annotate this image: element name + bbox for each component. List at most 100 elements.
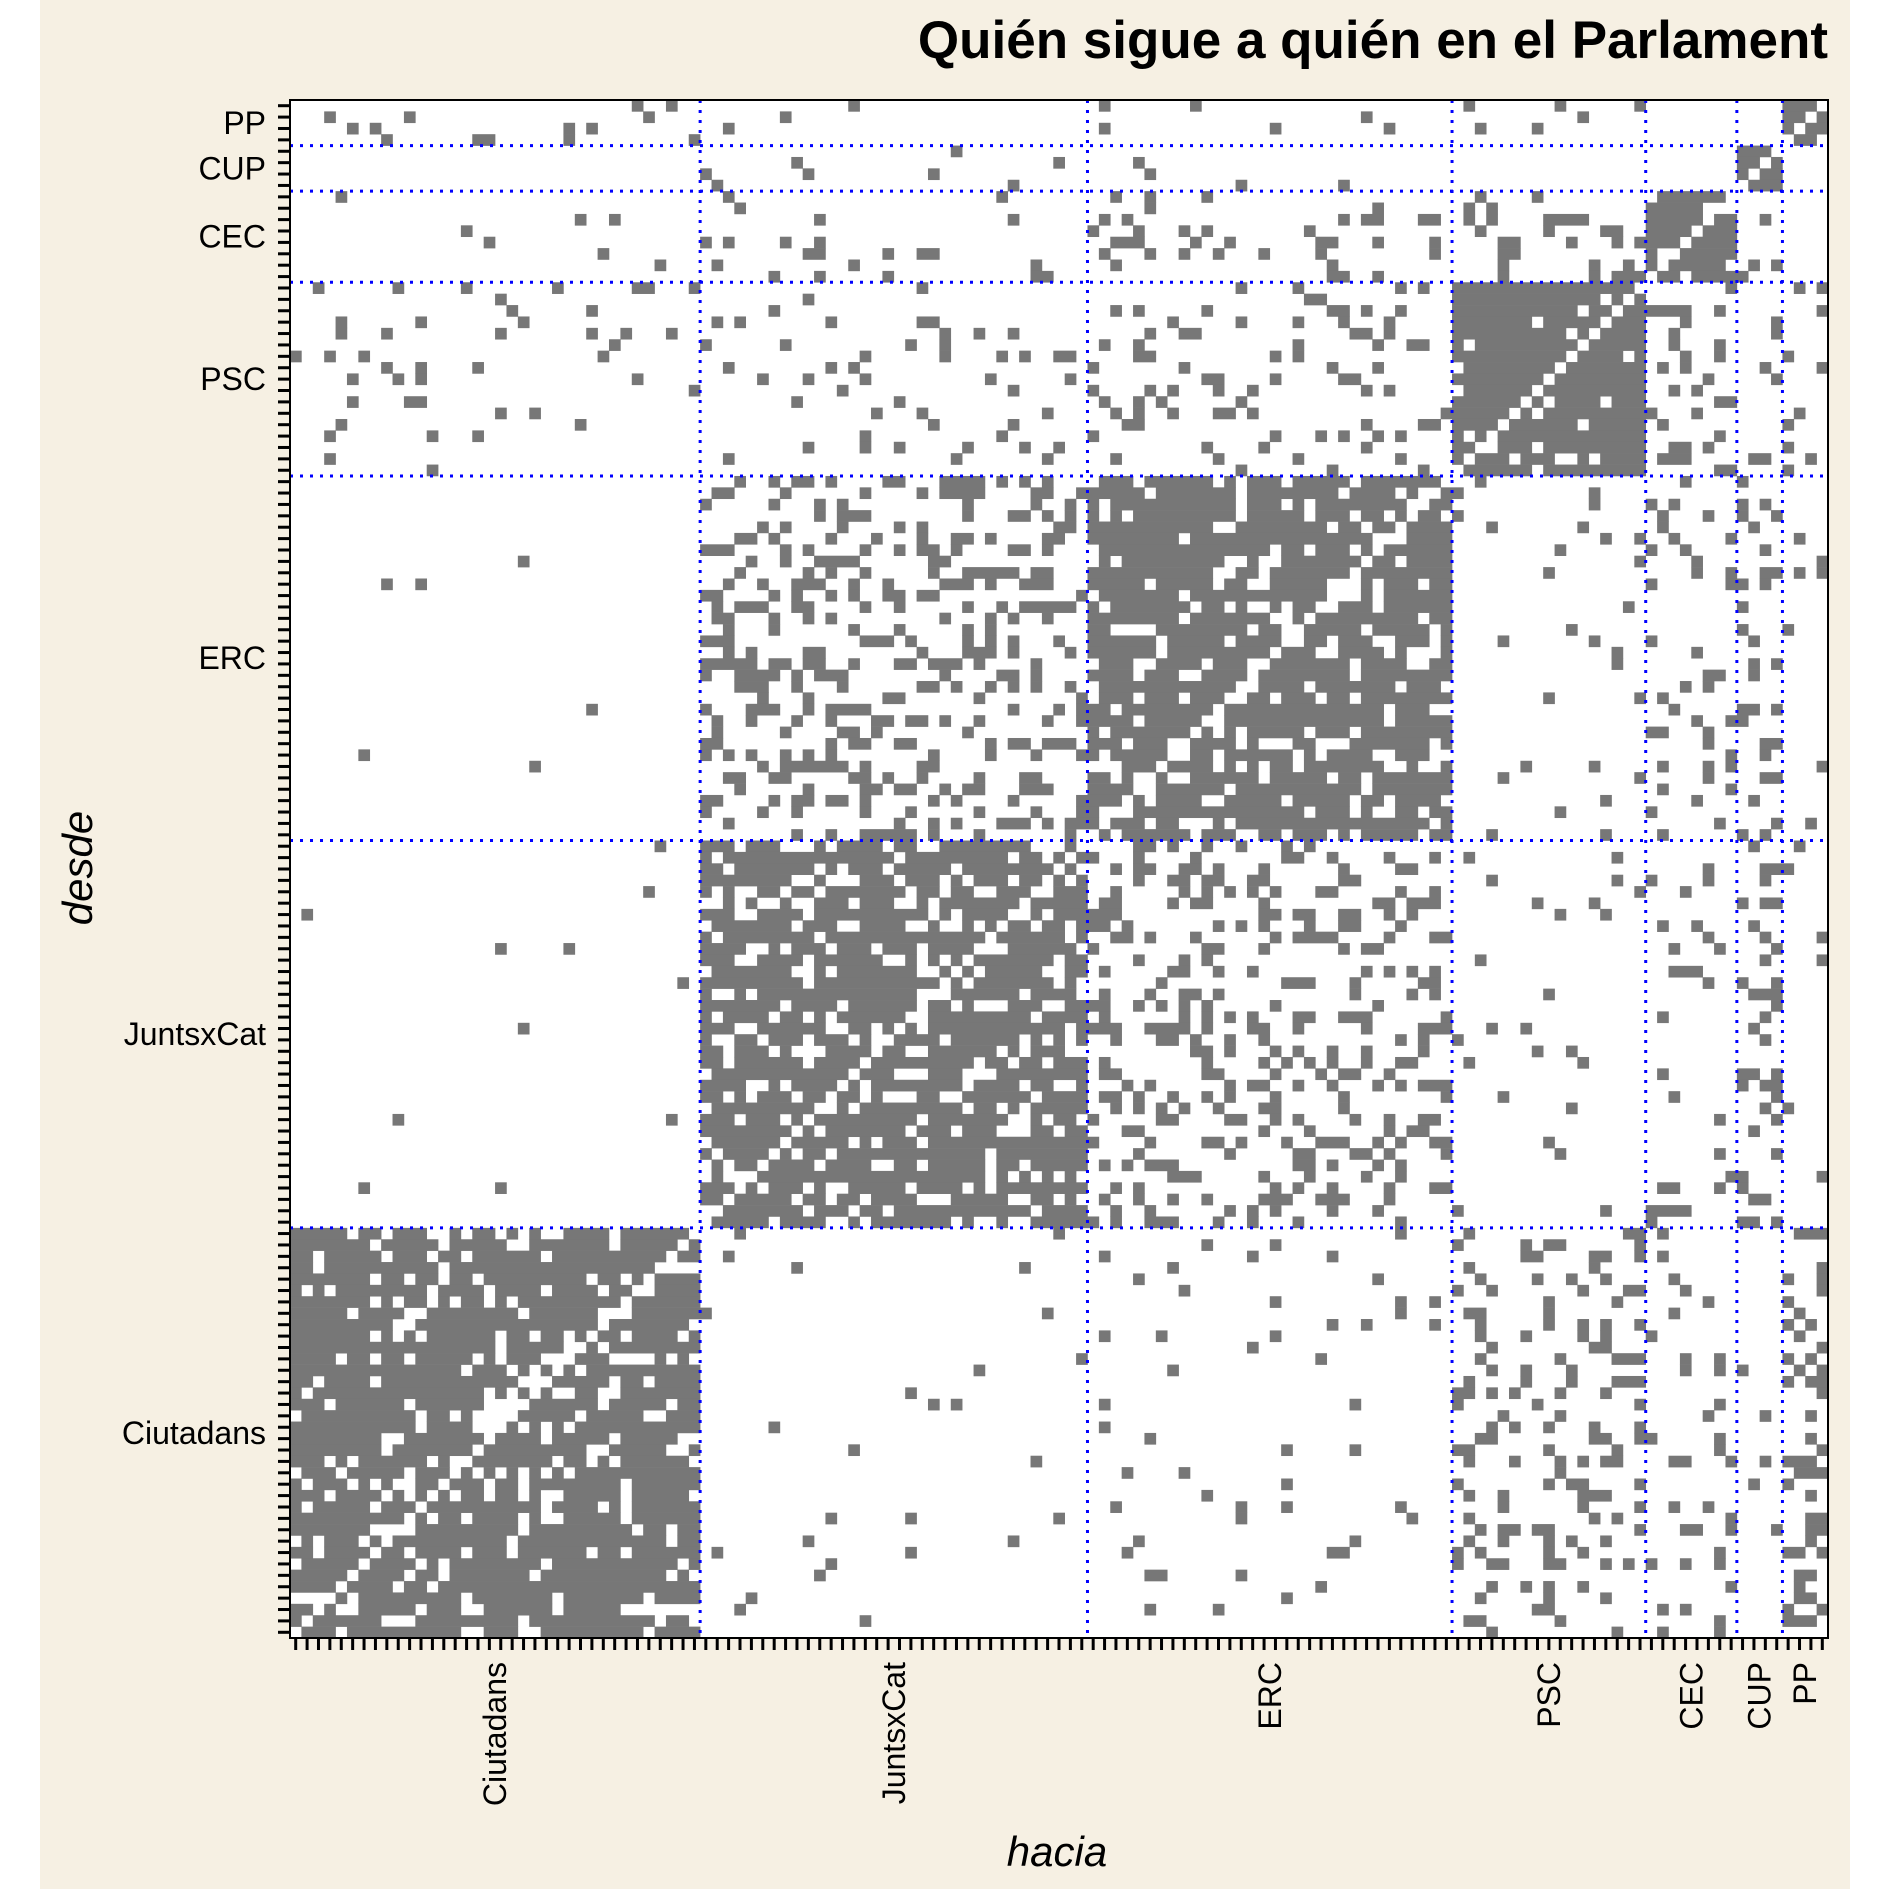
heatmap-cell — [1463, 1262, 1476, 1274]
heatmap-cell — [1030, 1113, 1043, 1126]
heatmap-cell — [563, 122, 576, 135]
heatmap-cell — [1030, 1045, 1065, 1058]
heatmap-cell — [1554, 544, 1567, 556]
heatmap-cell — [563, 943, 576, 955]
heatmap-cell — [1588, 498, 1601, 511]
heatmap-cell — [734, 1227, 746, 1240]
heatmap-cell — [745, 749, 758, 762]
heatmap-cell — [1679, 886, 1692, 898]
heatmap-cell — [1588, 418, 1647, 431]
heatmap-cell — [290, 1615, 302, 1627]
heatmap-cell — [1338, 521, 1362, 534]
heatmap-cell — [1212, 658, 1248, 670]
heatmap-cell — [1406, 521, 1453, 534]
heatmap-cell — [1657, 1182, 1681, 1194]
heatmap-cell — [290, 1239, 371, 1251]
heatmap-cell — [1429, 1319, 1441, 1331]
heatmap-cell — [1805, 1410, 1817, 1422]
heatmap-cell — [1315, 1068, 1328, 1081]
heatmap-cell — [757, 806, 769, 819]
heatmap-cell — [768, 612, 781, 625]
heatmap-cell — [1691, 270, 1749, 283]
heatmap-cell — [449, 1227, 462, 1240]
heatmap-cell — [290, 1262, 314, 1274]
heatmap-cell — [1429, 806, 1453, 819]
heatmap-cell — [893, 521, 906, 534]
heatmap-cell — [893, 441, 906, 454]
heatmap-cell — [506, 1341, 564, 1354]
heatmap-cell — [1338, 829, 1350, 841]
heatmap-cell — [1258, 908, 1282, 921]
heatmap-cell — [1076, 692, 1088, 705]
heatmap-cell — [1030, 1102, 1088, 1115]
heatmap-cell — [996, 475, 1009, 488]
heatmap-cell — [1007, 418, 1020, 431]
heatmap-cell — [1748, 1193, 1772, 1206]
heatmap-cell — [1064, 510, 1077, 522]
heatmap-cell — [290, 1296, 371, 1308]
heatmap-cell — [905, 806, 917, 819]
heatmap-cell — [1212, 407, 1236, 420]
heatmap-cell — [677, 1569, 690, 1582]
heatmap-cell — [779, 749, 792, 762]
heatmap-cell — [859, 783, 883, 796]
heatmap-cell — [1395, 1034, 1407, 1046]
heatmap-cell — [1565, 1045, 1578, 1058]
heatmap-cell — [1144, 1603, 1157, 1616]
heatmap-cell — [1030, 567, 1054, 579]
heatmap-cell — [1315, 886, 1339, 898]
heatmap-cell — [1303, 293, 1328, 306]
heatmap-cell — [1224, 886, 1236, 898]
heatmap-cell — [757, 578, 769, 591]
heatmap-cell — [1178, 225, 1191, 238]
heatmap-cell — [1087, 943, 1100, 955]
heatmap-cell — [1315, 1136, 1350, 1149]
heatmap-cell — [1702, 726, 1715, 739]
heatmap-cell — [1372, 339, 1384, 351]
heatmap-cell — [927, 555, 952, 568]
heatmap-cell — [324, 1375, 371, 1388]
heatmap-cell — [1452, 1444, 1476, 1457]
heatmap-cell — [1098, 1159, 1111, 1172]
heatmap-cell — [1543, 1239, 1567, 1251]
heatmap-cell — [1771, 1148, 1783, 1160]
heatmap-cell — [1748, 920, 1760, 932]
heatmap-cell — [1144, 1159, 1179, 1172]
heatmap-cell — [1087, 737, 1122, 750]
heatmap-cell — [1543, 1421, 1555, 1434]
heatmap-cell — [1611, 1512, 1624, 1525]
heatmap-cell — [1030, 669, 1043, 682]
heatmap-cell — [848, 863, 883, 875]
heatmap-cell — [1463, 1455, 1476, 1468]
heatmap-cell — [882, 1022, 895, 1035]
heatmap-cell — [1816, 954, 1829, 967]
heatmap-cell — [1121, 1546, 1134, 1559]
heatmap-cell — [1144, 988, 1157, 1001]
heatmap-cell — [426, 1410, 450, 1422]
heatmap-cell — [1406, 1512, 1419, 1525]
heatmap-cell — [1212, 1603, 1225, 1616]
heatmap-cell — [472, 1455, 553, 1468]
heatmap-cell — [631, 100, 644, 112]
heatmap-cell — [1178, 1284, 1191, 1297]
heatmap-cell — [677, 1524, 701, 1536]
heatmap-cell — [757, 954, 803, 967]
heatmap-cell — [1292, 908, 1316, 921]
heatmap-cell — [745, 1182, 758, 1194]
heatmap-cell — [1224, 726, 1236, 739]
heatmap-cell — [996, 1159, 1020, 1172]
heatmap-cell — [1782, 441, 1795, 454]
heatmap-cell — [586, 703, 598, 716]
heatmap-cell — [324, 430, 336, 443]
heatmap-cell — [1269, 1091, 1282, 1103]
heatmap-cell — [1281, 544, 1305, 556]
heatmap-cell — [859, 1034, 872, 1046]
heatmap-cell — [1190, 612, 1271, 625]
heatmap-cell — [631, 1273, 644, 1286]
heatmap-cell — [1440, 760, 1453, 773]
heatmap-cell — [563, 1455, 587, 1468]
heatmap-cell — [1543, 1307, 1555, 1320]
heatmap-cell — [927, 817, 940, 830]
heatmap-cell — [1269, 1068, 1282, 1081]
heatmap-cell — [1349, 737, 1430, 750]
